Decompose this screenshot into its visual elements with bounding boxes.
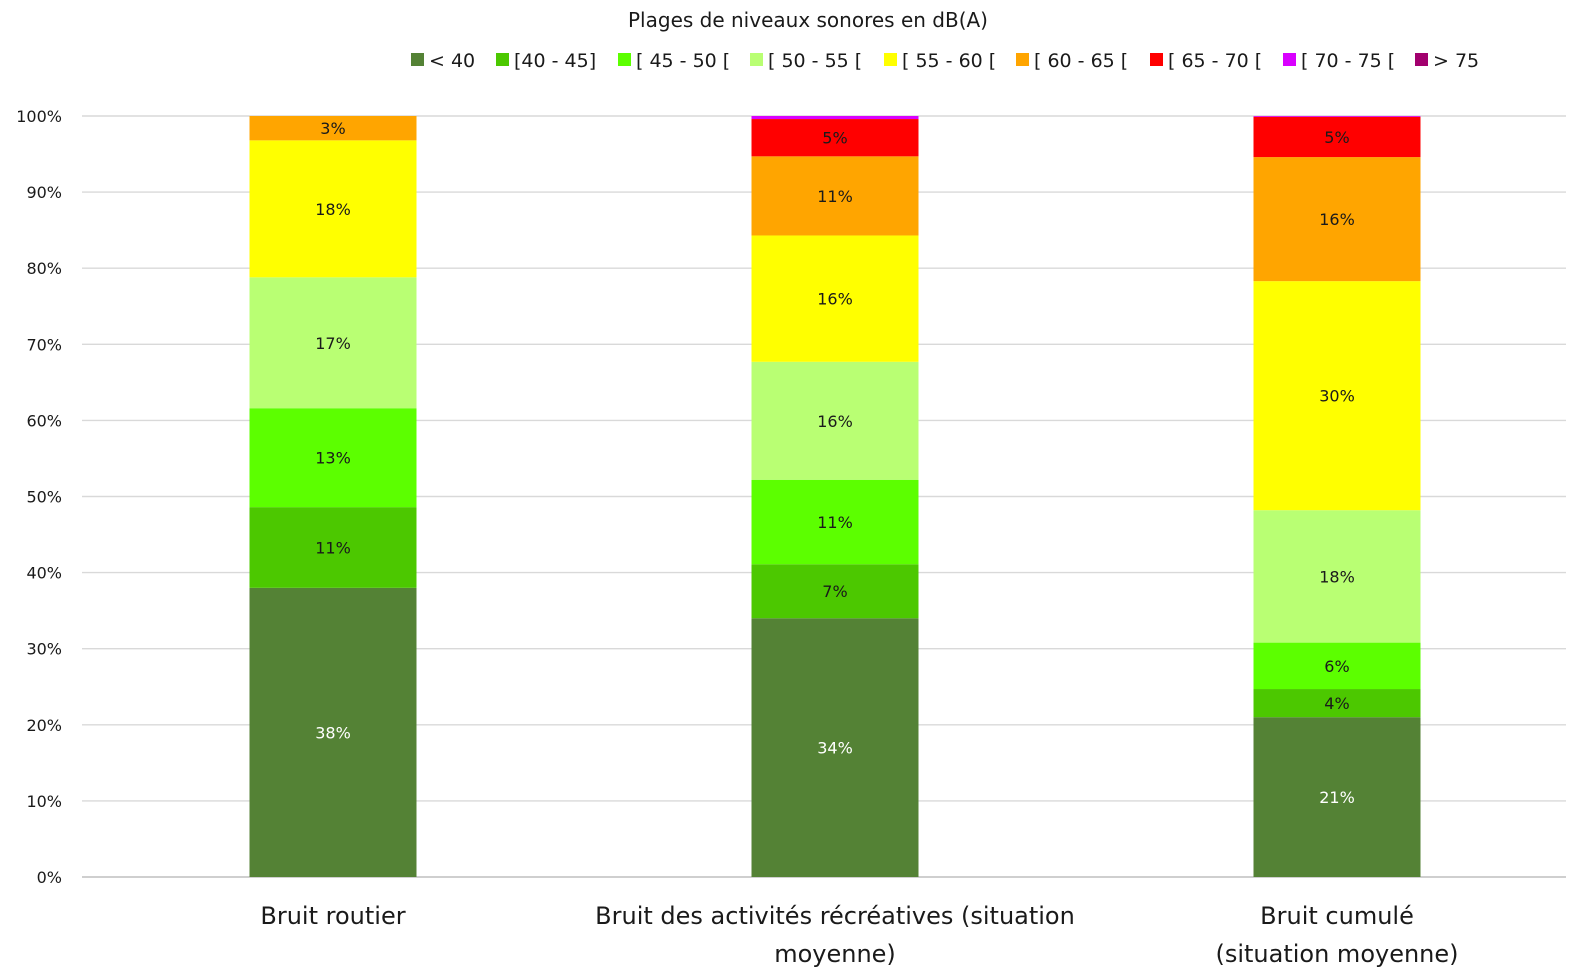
y-tick-label: 50% [26,488,62,507]
data-label: 11% [315,538,351,557]
bar-segment [751,564,919,619]
y-tick-label: 100% [16,107,62,126]
legend-label: [ 50 - 55 [ [768,50,862,72]
bar-segment [249,277,417,409]
x-category-label: (situation moyenne) [1215,940,1458,968]
bar-segment [1253,116,1421,158]
bar-segment [1253,157,1421,282]
data-label: 34% [817,739,853,758]
y-tick-label: 70% [26,335,62,354]
bar-segment [1253,510,1421,643]
legend-swatch [618,53,631,66]
y-tick-label: 80% [26,259,62,278]
bar-segment [1253,717,1421,877]
data-label: 18% [1319,567,1355,586]
y-tick-label: 90% [26,183,62,202]
legend-label: [40 - 45] [514,50,596,72]
legend-label: < 40 [429,50,475,72]
data-label: 38% [315,723,351,742]
bar-segment [751,235,919,362]
bar-segment [249,507,417,588]
data-label: 30% [1319,387,1355,406]
bar-segment [751,361,919,480]
y-tick-label: 10% [26,792,62,811]
legend-swatch [1016,53,1029,66]
bar-segment [249,140,417,278]
data-label: 16% [1319,210,1355,229]
legend-label: [ 70 - 75 [ [1301,50,1395,72]
legend-label: [ 60 - 65 [ [1034,50,1128,72]
data-label: 4% [1324,694,1349,713]
x-category-label: Bruit routier [260,902,405,930]
bar-segment [1253,689,1421,718]
data-label: 5% [822,129,847,148]
bar-segment [751,479,919,565]
y-tick-label: 40% [26,564,62,583]
data-label: 3% [320,119,345,138]
bar-segment [1253,281,1421,511]
bar-segment [1253,116,1421,117]
legend-label: [ 65 - 70 [ [1168,50,1262,72]
x-axis-categories: Bruit routier Bruit des activités récréat… [260,902,1458,968]
data-label: 18% [315,200,351,219]
legend-label: [ 45 - 50 [ [636,50,730,72]
legend-label: [ 55 - 60 [ [902,50,996,72]
data-label: 16% [817,290,853,309]
data-label: 6% [1324,657,1349,676]
bar-segment [249,587,417,877]
x-category-label: moyenne) [774,940,896,968]
data-label: 7% [822,582,847,601]
data-label: 21% [1319,788,1355,807]
bar-segment [249,408,417,508]
bar-segment [249,116,417,141]
legend: Plages de niveaux sonores en dB(A) < 40 [… [411,8,1479,72]
legend-swatch [1283,53,1296,66]
bar-segment [751,618,919,877]
y-axis: 0% 10% 20% 30% 40% 50% 60% 70% 80% 90% 100% [16,107,62,887]
bar-segment [751,119,919,157]
data-label: 11% [817,513,853,532]
y-tick-label: 0% [37,868,62,887]
bar-segment [1253,642,1421,690]
legend-swatch [496,53,509,66]
legend-title: Plages de niveaux sonores en dB(A) [628,8,988,32]
legend-swatch [750,53,763,66]
legend-swatch [1150,53,1163,66]
y-tick-label: 30% [26,640,62,659]
legend-swatch [1415,53,1428,66]
legend-swatch [884,53,897,66]
data-labels: 38% 11% 13% 17% 18% 3% 34% 7% 11% 16% 16% 11% 5% 21% 4… [315,119,1355,807]
legend-label: > 75 [1433,50,1479,72]
bars [249,116,1421,877]
bar-segment [751,156,919,236]
bar-segment [751,116,919,120]
data-label: 5% [1324,128,1349,147]
data-label: 17% [315,334,351,353]
legend-swatch [411,53,424,66]
data-label: 13% [315,449,351,468]
y-tick-label: 20% [26,716,62,735]
data-label: 16% [817,412,853,431]
y-tick-label: 60% [26,411,62,430]
data-label: 11% [817,187,853,206]
x-category-label: Bruit cumulé [1260,902,1414,930]
x-category-label: Bruit des activités récréatives (situati… [595,902,1075,930]
